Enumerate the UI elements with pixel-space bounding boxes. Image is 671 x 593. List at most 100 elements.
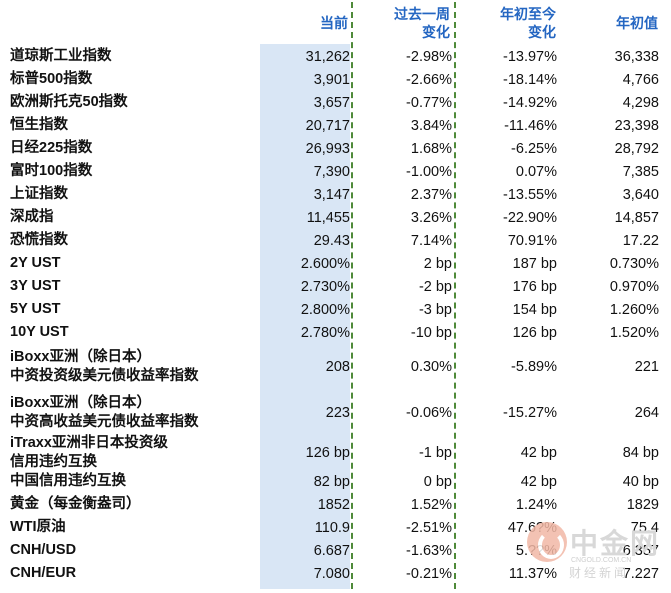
watermark-brand: 中金网 <box>570 528 661 559</box>
cell-current: 20,717 <box>305 117 350 134</box>
cell-weekly-change: 1.68% <box>410 140 452 157</box>
cell-start-of-year: 36,338 <box>614 48 659 65</box>
cell-current: 208 <box>325 359 350 375</box>
header-start-of-year: 年初值 <box>616 15 658 31</box>
row-label: 10Y UST <box>10 324 69 340</box>
cell-weekly-change: 3.26% <box>410 209 452 226</box>
cell-ytd-change: -6.25% <box>511 140 557 157</box>
row-label: iBoxx亚洲（除日本） 中资投资级美元债收益率指数 <box>10 349 199 384</box>
logo-icon <box>527 522 567 562</box>
cell-start-of-year: 4,298 <box>622 94 659 111</box>
cell-weekly-change: -1.63% <box>406 542 452 559</box>
watermark-tagline: 财经新闻 <box>569 566 630 580</box>
watermark-logo: 中金网 CNGOLD.COM.CN 财经新闻 <box>523 516 671 582</box>
row-label: 恐慌指数 <box>10 232 68 248</box>
cell-current: 6.687 <box>313 542 350 559</box>
row-label: 2Y UST <box>10 255 61 271</box>
cell-weekly-change: -2.51% <box>406 519 452 536</box>
cell-ytd-change: -13.97% <box>502 48 557 65</box>
row-label: 黄金（每金衡盎司） <box>10 496 141 512</box>
cell-current: 29.43 <box>313 232 350 249</box>
header-current: 当前 <box>320 15 348 31</box>
table-row: iTraxx亚洲非日本投资级 信用违约互换 126 bp -1 bp 42 bp 84 … <box>0 435 671 470</box>
cell-ytd-change: 42 bp <box>520 473 557 490</box>
cell-ytd-change: 70.91% <box>507 232 557 249</box>
cell-start-of-year: 84 bp <box>622 445 659 461</box>
cell-ytd-change: -18.14% <box>502 71 557 88</box>
table-row: iBoxx亚洲（除日本） 中资投资级美元债收益率指数 208 0.30% -5.89%… <box>0 344 671 390</box>
cell-start-of-year: 1.260% <box>609 301 659 318</box>
row-label: iBoxx亚洲（除日本） 中资高收益美元债收益率指数 <box>10 395 199 430</box>
cell-ytd-change: 154 bp <box>512 301 557 318</box>
cell-current: 2.800% <box>300 301 350 318</box>
cell-weekly-change: 3.84% <box>410 117 452 134</box>
row-label: 深成指 <box>10 209 54 225</box>
cell-ytd-change: -15.27% <box>502 405 557 421</box>
cell-weekly-change: 7.14% <box>410 232 452 249</box>
header-ytd-change: 年初至今 变化 <box>500 6 556 40</box>
row-label: 3Y UST <box>10 278 61 294</box>
cell-start-of-year: 4,766 <box>622 71 659 88</box>
table-row: 恒生指数 20,717 3.84% -11.46% 23,398 <box>0 114 671 137</box>
cell-weekly-change: -3 bp <box>418 301 452 318</box>
row-label: CNH/USD <box>10 542 77 558</box>
cell-ytd-change: -14.92% <box>502 94 557 111</box>
cell-current: 26,993 <box>305 140 350 157</box>
cell-start-of-year: 0.970% <box>609 278 659 295</box>
cell-current: 3,901 <box>313 71 350 88</box>
cell-current: 1852 <box>317 496 350 513</box>
cell-current: 7,390 <box>313 163 350 180</box>
cell-weekly-change: -0.06% <box>406 405 452 421</box>
cell-weekly-change: -0.77% <box>406 94 452 111</box>
table-row: 深成指 11,455 3.26% -22.90% 14,857 <box>0 206 671 229</box>
weekly-change-column-border <box>351 2 456 589</box>
table-row: 恐慌指数 29.43 7.14% 70.91% 17.22 <box>0 229 671 252</box>
table-row: 中国信用违约互换 82 bp 0 bp 42 bp 40 bp <box>0 470 671 493</box>
row-label: 道琼斯工业指数 <box>10 48 112 64</box>
row-label: 上证指数 <box>10 186 68 202</box>
cell-weekly-change: -1 bp <box>418 445 452 461</box>
cell-ytd-change: 126 bp <box>512 324 557 341</box>
cell-ytd-change: 42 bp <box>520 445 557 461</box>
cell-weekly-change: 2.37% <box>410 186 452 203</box>
cell-current: 82 bp <box>313 473 350 490</box>
row-label: 恒生指数 <box>10 117 68 133</box>
cell-ytd-change: 187 bp <box>512 255 557 272</box>
cell-start-of-year: 28,792 <box>614 140 659 157</box>
cell-ytd-change: -22.90% <box>502 209 557 226</box>
cell-weekly-change: 0.30% <box>410 359 452 375</box>
cell-current: 110.9 <box>314 519 350 536</box>
cell-ytd-change: 0.07% <box>515 163 557 180</box>
row-label: CNH/EUR <box>10 565 77 581</box>
table-row: 3Y UST 2.730% -2 bp 176 bp 0.970% <box>0 275 671 298</box>
row-label: 5Y UST <box>10 301 61 317</box>
row-label: 日经225指数 <box>10 140 93 156</box>
cell-current: 31,262 <box>305 48 350 65</box>
cell-start-of-year: 264 <box>634 405 659 421</box>
table-row: 上证指数 3,147 2.37% -13.55% 3,640 <box>0 183 671 206</box>
cell-ytd-change: 1.24% <box>515 496 557 513</box>
table-row: 富时100指数 7,390 -1.00% 0.07% 7,385 <box>0 160 671 183</box>
table-row: 标普500指数 3,901 -2.66% -18.14% 4,766 <box>0 68 671 91</box>
row-label: 中国信用违约互换 <box>10 473 126 489</box>
table-row: CNH/EUR 7.080 -0.21% 11.37% 7.227 <box>0 562 671 585</box>
cell-start-of-year: 221 <box>634 359 659 375</box>
row-label: iTraxx亚洲非日本投资级 信用违约互换 <box>10 435 168 470</box>
cell-start-of-year: 75.4 <box>630 519 659 536</box>
cell-ytd-change: -11.46% <box>504 117 557 134</box>
row-label: 富时100指数 <box>10 163 93 179</box>
cell-start-of-year: 23,398 <box>614 117 659 134</box>
cell-current: 11,455 <box>306 209 350 226</box>
cell-current: 3,147 <box>313 186 350 203</box>
watermark-url: CNGOLD.COM.CN <box>571 557 632 564</box>
cell-weekly-change: -2.66% <box>406 71 452 88</box>
cell-start-of-year: 6.357 <box>622 542 659 559</box>
cell-weekly-change: -2.98% <box>406 48 452 65</box>
row-label: 标普500指数 <box>10 71 93 87</box>
row-label: WTI原油 <box>10 519 66 535</box>
current-column-highlight <box>260 44 350 589</box>
table-row: iBoxx亚洲（除日本） 中资高收益美元债收益率指数 223 -0.06% -15.2… <box>0 390 671 436</box>
cell-weekly-change: -10 bp <box>410 324 452 341</box>
cell-weekly-change: -2 bp <box>418 278 452 295</box>
cell-start-of-year: 40 bp <box>622 473 659 490</box>
